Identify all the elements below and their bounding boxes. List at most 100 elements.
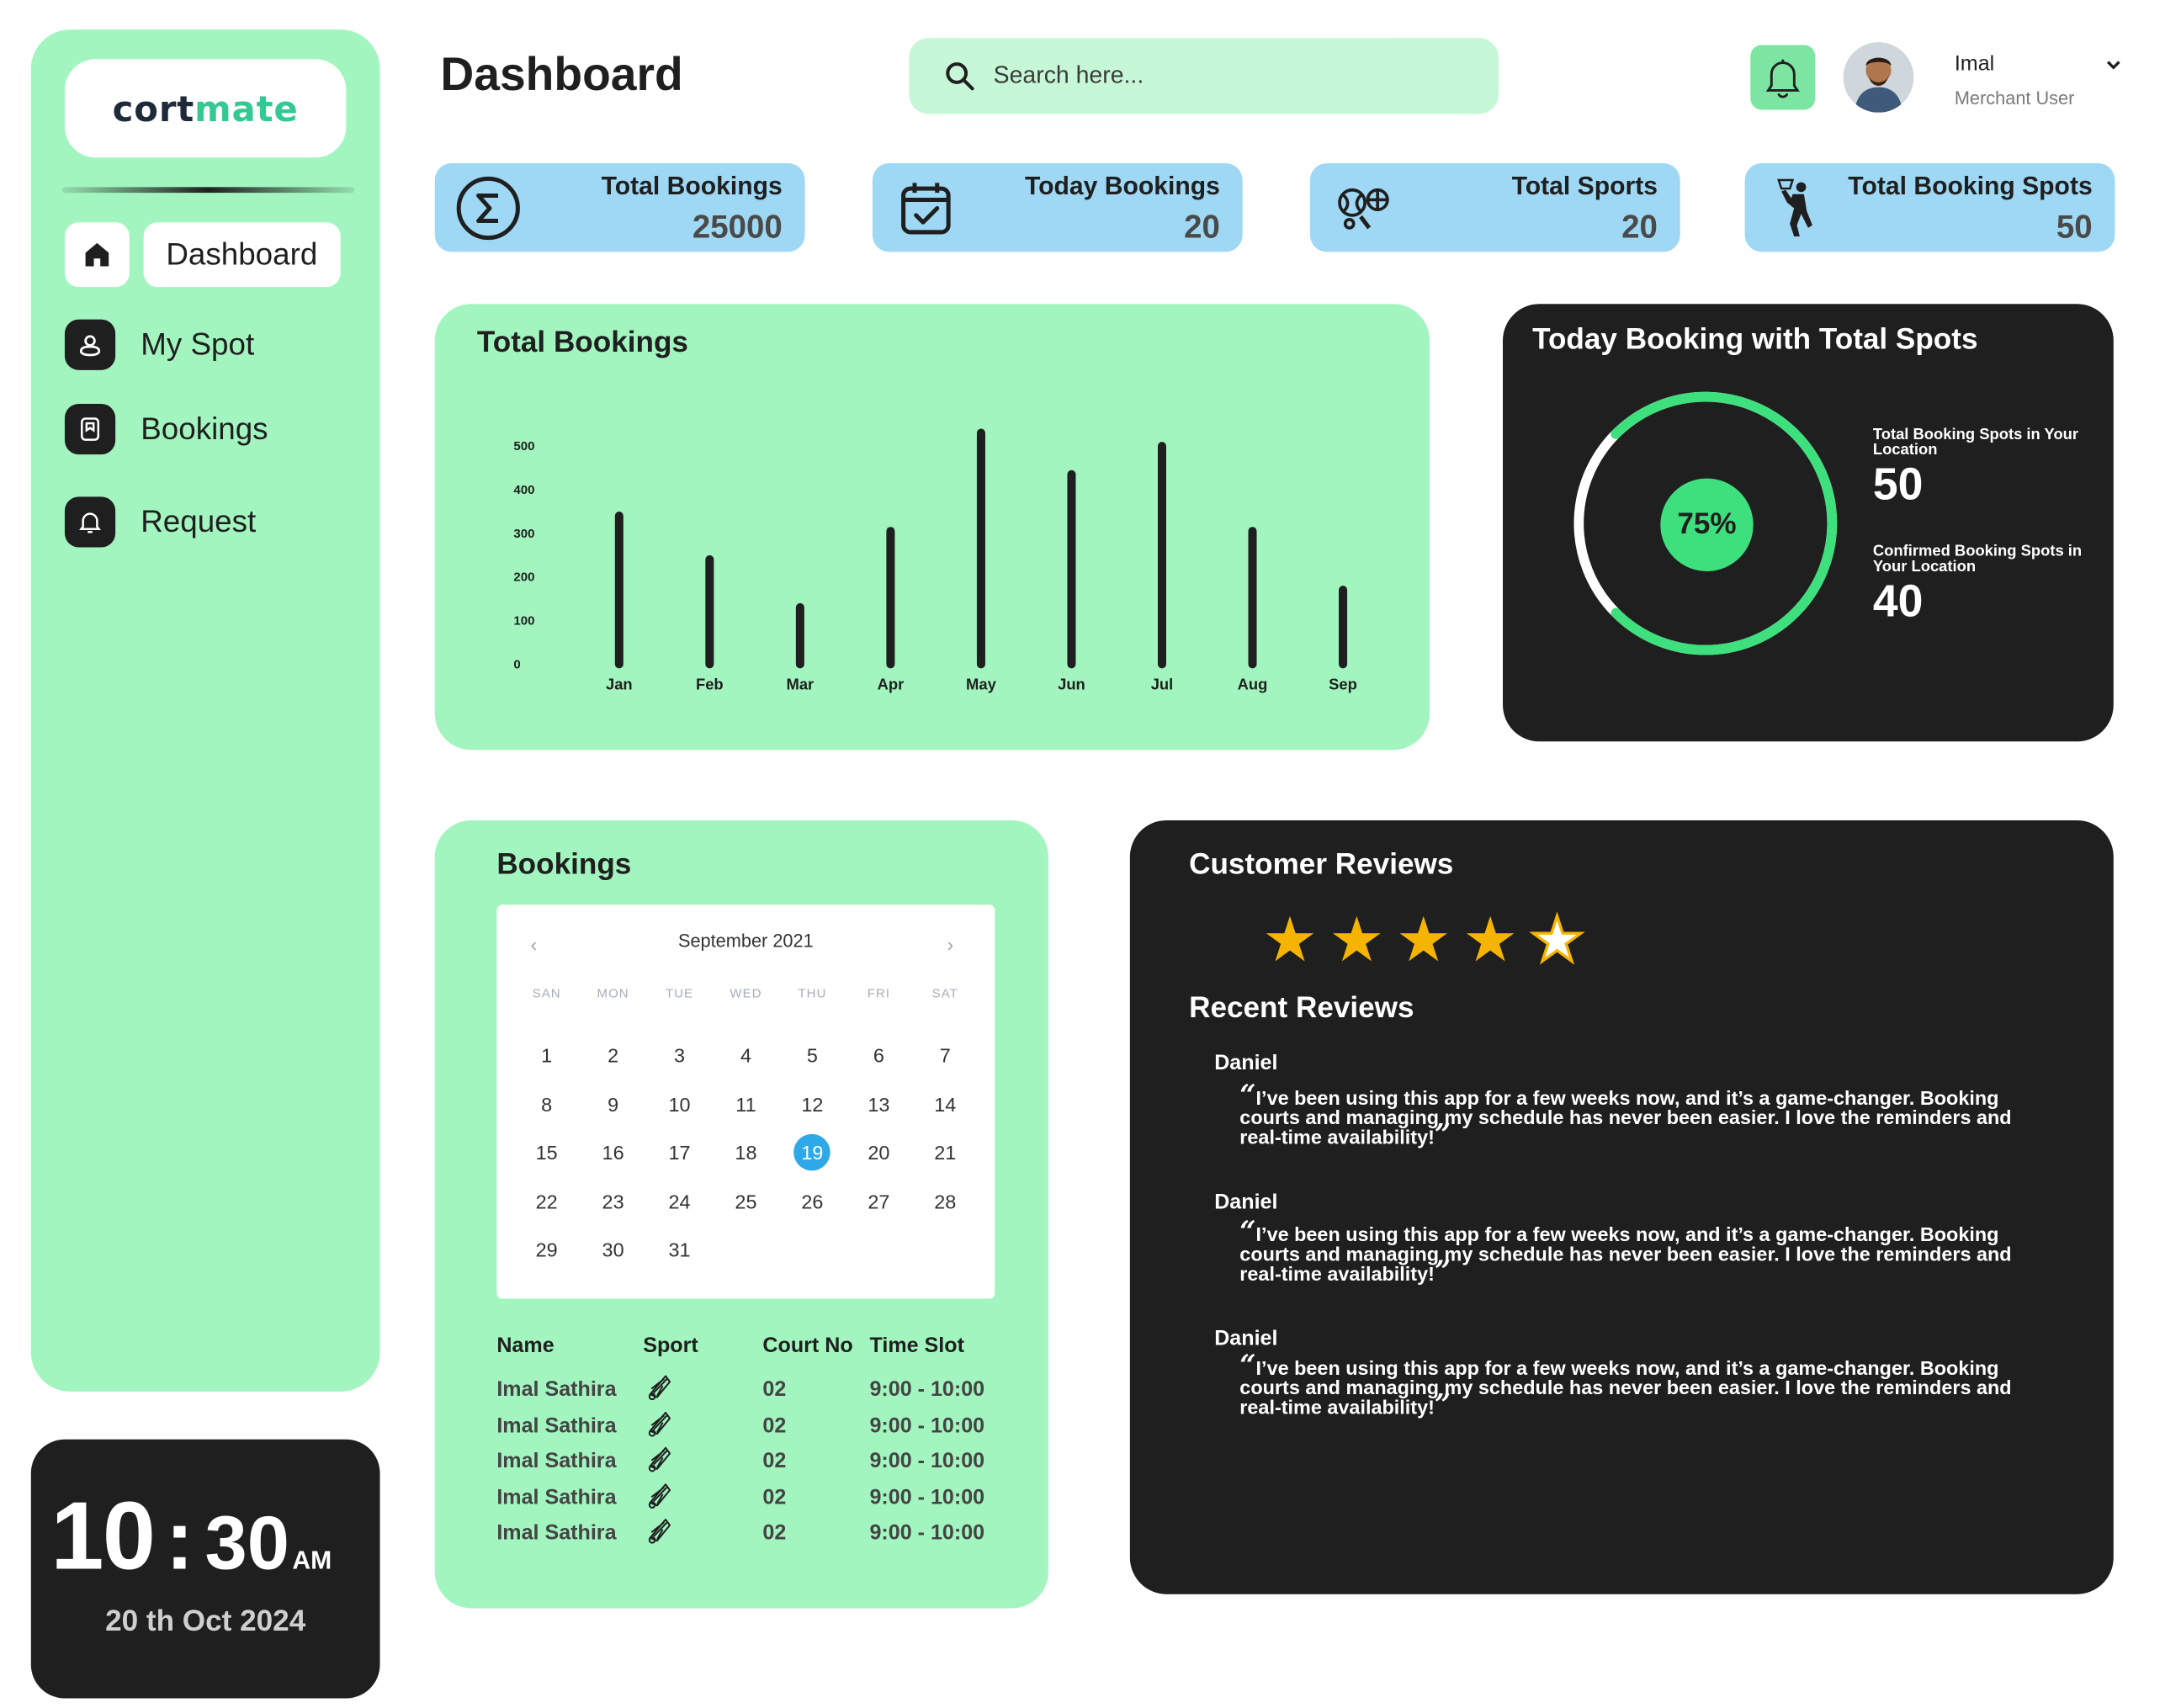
calendar-day[interactable]: 7: [939, 1043, 951, 1067]
y-tick-label: 300: [513, 527, 534, 541]
search-input[interactable]: Search here...: [993, 61, 1144, 89]
calendar-day[interactable]: 14: [934, 1092, 957, 1116]
calendar-day[interactable]: 15: [535, 1141, 558, 1164]
stat-card-total-bookings[interactable]: Total Bookings 25000: [434, 162, 805, 252]
calendar-day[interactable]: 31: [668, 1238, 691, 1261]
sports-balls-icon: [1329, 174, 1397, 241]
sidebar-item-label: Bookings: [141, 411, 268, 447]
calendar-day[interactable]: 11: [735, 1092, 756, 1116]
cell-court: 02: [762, 1413, 787, 1438]
search-bar[interactable]: Search here...: [909, 38, 1499, 114]
stat-card-total-booking-spots[interactable]: Total Booking Spots 50: [1744, 162, 2115, 252]
badminton-shuttlecock-icon: [648, 1483, 671, 1509]
calendar-day[interactable]: 24: [668, 1189, 691, 1212]
calendar-day[interactable]: 4: [740, 1043, 751, 1067]
calendar-day[interactable]: 1: [541, 1043, 553, 1067]
calendar-day[interactable]: 29: [535, 1238, 558, 1261]
calendar-day[interactable]: 8: [541, 1092, 553, 1116]
calendar-day[interactable]: 3: [674, 1043, 686, 1067]
bookings-card: Bookings ‹ September 2021 › SAN MON TUE WED…: [434, 820, 1048, 1609]
cell-name: Imal Sathira: [496, 1449, 617, 1473]
calendar-day[interactable]: 30: [602, 1238, 624, 1261]
calendar-day[interactable]: 22: [535, 1189, 558, 1212]
x-tick-label: Mar: [787, 675, 815, 692]
user-photo-icon: [1843, 42, 1914, 113]
cell-court: 02: [762, 1449, 787, 1473]
star-icon: ★: [1462, 905, 1519, 975]
star-rating: ★ ★ ★ ★ ★: [1262, 905, 1596, 975]
calendar-day[interactable]: 20: [868, 1141, 890, 1164]
y-tick-label: 400: [513, 483, 534, 497]
calendar-day[interactable]: 2: [608, 1043, 619, 1067]
bar-chart: 0 100 200 300 400 500 Jan Feb Mar Apr May Jun Jul Aug…: [513, 428, 1357, 692]
stat-card-today-bookings[interactable]: Today Bookings 20: [872, 162, 1243, 252]
chevron-right-icon[interactable]: ›: [947, 932, 954, 956]
review-author: Daniel: [1214, 1051, 1278, 1075]
progress-percent: 75%: [1660, 478, 1754, 571]
stat-value: 50: [2056, 208, 2093, 245]
sidebar-item-my-spot[interactable]: My Spot: [64, 312, 360, 377]
total-spots-label: Total Booking Spots in Your Location: [1872, 426, 2079, 459]
sidebar: cort mate Dashboard My Spot Bookings: [30, 29, 380, 1392]
sidebar-divider: [61, 187, 355, 194]
y-tick-label: 500: [513, 439, 534, 454]
sidebar-item-request[interactable]: Request: [64, 490, 360, 554]
calendar-day[interactable]: 5: [806, 1043, 818, 1067]
clock-date: 20 th Oct 2024: [105, 1605, 306, 1638]
calendar-weekday: SAN: [532, 986, 561, 1001]
stat-card-total-sports[interactable]: Total Sports 20: [1309, 162, 1680, 252]
calendar-day[interactable]: 16: [602, 1141, 624, 1164]
calendar-day[interactable]: 9: [608, 1092, 619, 1116]
close-quote-icon: ”: [1434, 1117, 1451, 1151]
bell-icon: [64, 496, 116, 548]
sidebar-item-dashboard[interactable]: Dashboard: [64, 222, 360, 288]
star-icon: ★: [1395, 905, 1451, 975]
total-spots-value: 50: [1872, 459, 1924, 510]
calendar-day[interactable]: 27: [868, 1189, 890, 1212]
close-quote-icon: ”: [1434, 1387, 1451, 1422]
recent-reviews-title: Recent Reviews: [1189, 991, 1414, 1025]
badminton-shuttlecock-icon: [648, 1519, 671, 1544]
x-tick-label: Jul: [1151, 675, 1174, 692]
chevron-down-icon[interactable]: [2102, 54, 2125, 77]
calendar-day[interactable]: 26: [801, 1189, 824, 1212]
clock-hour: 10: [50, 1483, 156, 1590]
calendar-check-icon: [892, 174, 959, 241]
open-quote-icon: “: [1239, 1214, 1256, 1249]
stat-value: 25000: [692, 208, 783, 245]
location-pin-icon: [64, 319, 116, 370]
cell-time-slot: 9:00 - 10:00: [869, 1413, 985, 1438]
chart-title: Total Bookings: [476, 326, 688, 359]
column-header-court: Court No: [762, 1334, 853, 1358]
review-author: Daniel: [1214, 1326, 1278, 1351]
calendar-day-selected[interactable]: 19: [801, 1141, 824, 1164]
calendar-day[interactable]: 10: [668, 1092, 691, 1116]
chevron-left-icon[interactable]: ‹: [530, 932, 538, 956]
confirmed-spots-value: 40: [1872, 575, 1924, 627]
calendar-day[interactable]: 28: [934, 1189, 957, 1212]
calendar: ‹ September 2021 › SAN MON TUE WED THU FRI SAT…: [496, 904, 995, 1299]
calendar-day[interactable]: 18: [735, 1141, 757, 1164]
calendar-day[interactable]: 13: [868, 1092, 890, 1116]
avatar[interactable]: [1843, 42, 1914, 113]
cell-court: 02: [762, 1377, 787, 1402]
customer-reviews-card: Customer Reviews ★ ★ ★ ★ ★ Recent Reviews Da…: [1129, 820, 2114, 1594]
brand-logo[interactable]: cort mate: [64, 59, 347, 158]
calendar-day[interactable]: 6: [873, 1043, 884, 1067]
calendar-day[interactable]: 21: [934, 1141, 957, 1164]
badminton-shuttlecock-icon: [648, 1375, 671, 1401]
x-tick-label: Jun: [1058, 675, 1085, 692]
cell-time-slot: 9:00 - 10:00: [869, 1485, 985, 1509]
calendar-day[interactable]: 17: [668, 1141, 691, 1164]
star-icon: ★: [1262, 905, 1319, 975]
user-name[interactable]: Imal: [1954, 51, 1995, 77]
notification-button[interactable]: [1750, 45, 1816, 110]
stat-label: Total Bookings: [601, 172, 783, 200]
x-tick-label: May: [966, 675, 997, 692]
calendar-day[interactable]: 25: [735, 1189, 757, 1212]
calendar-weekday: WED: [730, 986, 762, 1001]
sidebar-item-bookings[interactable]: Bookings: [64, 397, 360, 462]
calendar-day[interactable]: 12: [801, 1092, 824, 1116]
today-booking-title: Today Booking with Total Spots: [1532, 323, 1978, 357]
calendar-day[interactable]: 23: [602, 1189, 624, 1212]
